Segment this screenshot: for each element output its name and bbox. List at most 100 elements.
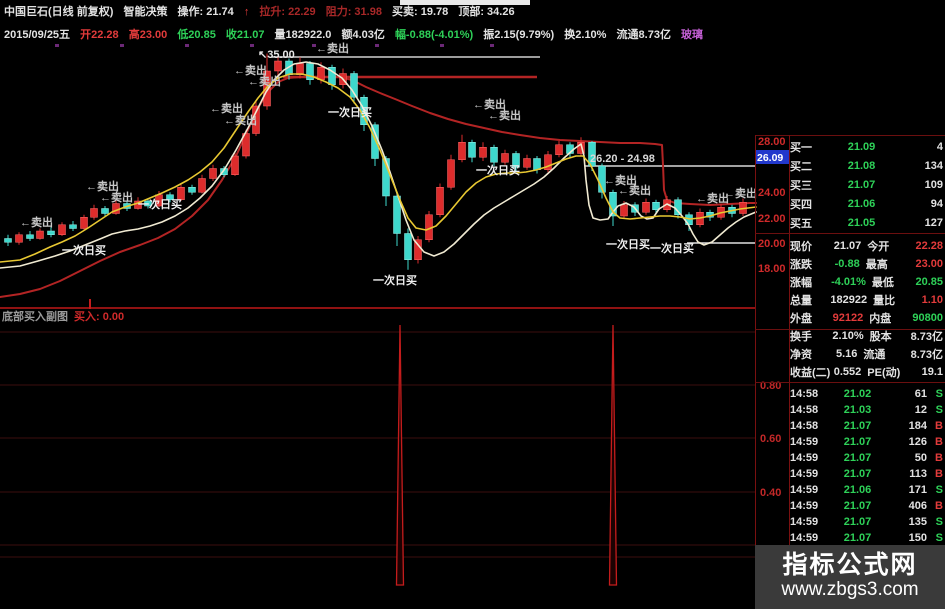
candle[interactable] [306,63,314,80]
candle[interactable] [4,238,12,243]
bid-volume: 4 [936,140,943,153]
field-label: 外盘 [790,313,812,325]
candle[interactable] [26,234,34,239]
quote-field-row: 涨跌 -0.88 最高 23.00 [790,255,943,273]
open-value: 开22.28 [80,29,119,41]
price-axis-label: 22.00 [758,213,786,225]
candle[interactable] [177,187,185,200]
tick-volume: 61 [914,388,927,400]
candle[interactable] [350,73,358,98]
candle[interactable] [642,202,650,213]
bid-row[interactable]: 买五 21.05 127 [790,213,943,232]
candle[interactable] [447,159,455,188]
tick-price: 21.07 [843,532,872,544]
candle[interactable] [58,224,66,235]
tick-row[interactable]: 14:58 21.02 61 S [790,386,943,402]
candle[interactable] [36,230,44,239]
signal-label: ←卖出 [248,74,281,88]
candle[interactable] [490,147,498,163]
tick-row[interactable]: 14:59 21.07 150 S [790,530,943,546]
candle[interactable] [620,204,628,217]
candle[interactable] [598,165,606,193]
candle[interactable] [144,200,152,207]
bid-row[interactable]: 买一 21.09 4 [790,137,943,156]
candle[interactable] [501,153,509,163]
candle[interactable] [188,187,196,193]
tick-direction: S [935,484,943,496]
candle[interactable] [533,158,541,170]
tick-time: 14:59 [790,532,819,544]
candle[interactable] [274,60,282,72]
candle[interactable] [468,142,476,158]
change-value: 幅-0.88(-4.01%) [394,29,474,41]
candle[interactable] [231,155,239,175]
tick-row[interactable]: 14:59 21.07 135 S [790,514,943,530]
candle[interactable] [523,158,531,168]
candle[interactable] [47,230,55,235]
field-value: 19.1 [921,366,943,378]
tick-row[interactable]: 14:58 21.07 184 B [790,418,943,434]
candle[interactable] [404,233,412,260]
candle[interactable] [652,202,660,210]
tick-row[interactable]: 14:59 21.07 50 B [790,450,943,466]
candle[interactable] [198,178,206,193]
candle[interactable] [15,234,23,243]
tick-row[interactable]: 14:59 21.07 113 B [790,466,943,482]
candle[interactable] [577,142,585,154]
bid-level-label: 买四 [790,198,812,211]
bid-level-label: 买五 [790,217,812,230]
tick-row[interactable]: 14:58 21.03 12 S [790,402,943,418]
candle[interactable] [458,142,466,160]
candle[interactable] [555,144,563,155]
tick-direction: B [935,452,943,464]
signal-label: ←卖出 [20,215,53,229]
quote-fields: 现价 21.07 今开 22.28 涨跌 -0.88 最高 23.00 涨幅 -… [790,237,943,381]
candle[interactable] [479,147,487,158]
bid-row[interactable]: 买二 21.08 134 [790,156,943,175]
tick-row[interactable]: 14:59 21.07 406 B [790,498,943,514]
candle[interactable] [242,133,250,157]
field-value: 92122 [832,312,864,324]
signal-label: ←卖出 [224,113,257,127]
field-label: 今开 [867,241,890,253]
candle[interactable] [90,208,98,218]
tick-row[interactable]: 14:59 21.07 126 B [790,434,943,450]
buy-signal-spike [395,324,405,586]
signal-label: 一次日买 [328,105,372,119]
tick-price: 21.07 [843,516,872,528]
candle[interactable] [80,217,88,229]
subchart-value-label: 买入: 0.00 [74,310,124,323]
candle[interactable] [371,124,379,159]
high-value: 高23.00 [128,29,168,41]
bid-row[interactable]: 买四 21.06 94 [790,194,943,213]
candle[interactable] [544,154,552,170]
ma-line-white [0,61,757,269]
panel-separator [755,233,945,234]
candle[interactable] [588,142,596,167]
candle[interactable] [101,208,109,214]
signal-label: ←卖出 [618,183,651,197]
tick-row[interactable]: 14:59 21.06 171 S [790,482,943,498]
tick-volume: 50 [914,452,927,464]
candle[interactable] [382,158,390,197]
signal-label: ←卖出 [86,179,119,193]
bid-price: 21.08 [847,159,876,172]
candle[interactable] [317,67,325,80]
industry-tag: 玻璃 [681,29,704,41]
candle[interactable] [69,224,77,229]
signal-label: 一次日买 [373,273,417,287]
month-tick [185,44,189,47]
tick-price: 21.07 [843,468,872,480]
candle[interactable] [296,63,304,75]
month-tick [250,44,254,47]
bid-row[interactable]: 买三 21.07 109 [790,175,943,194]
tick-direction: B [935,436,943,448]
candle[interactable] [263,70,271,107]
low-value: 低20.85 [177,29,216,41]
candle[interactable] [166,194,174,200]
candle[interactable] [512,153,520,168]
candle[interactable] [436,187,444,215]
candle[interactable] [209,168,217,179]
candle[interactable] [393,195,401,234]
